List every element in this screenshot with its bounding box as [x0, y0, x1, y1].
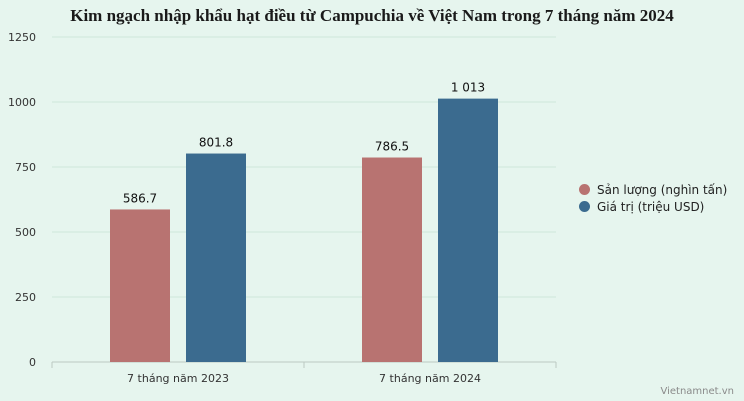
- y-tick-label: 1000: [8, 96, 36, 109]
- watermark: Vietnamnet.vn: [660, 386, 734, 397]
- y-tick-label: 750: [15, 161, 36, 174]
- y-tick-label: 1250: [8, 31, 36, 44]
- legend-item-gia-tri[interactable]: Giá trị (triệu USD): [579, 198, 727, 215]
- legend-marker-san-luong: [579, 184, 590, 195]
- legend-label-san-luong: Sản lượng (nghìn tấn): [597, 182, 728, 197]
- bar: [186, 153, 246, 362]
- y-tick-label: 250: [15, 291, 36, 304]
- chart-title: Kim ngạch nhập khẩu hạt điều từ Campuchi…: [70, 6, 674, 25]
- data-labels: 586.7 801.8 786.5 1 013: [123, 81, 485, 206]
- axes: 0 250 500 750 1000 1250 7 tháng năm 2023 7 thán…: [8, 31, 557, 385]
- x-tick-label: 7 tháng năm 2023: [127, 372, 229, 385]
- bars: [110, 98, 498, 363]
- data-label: 1 013: [451, 81, 485, 95]
- bar: [110, 209, 170, 362]
- y-tick-label: 500: [15, 226, 36, 239]
- data-label: 801.8: [199, 136, 233, 150]
- bar: [438, 98, 498, 363]
- y-tick-label: 0: [29, 356, 36, 369]
- legend-label-gia-tri: Giá trị (triệu USD): [597, 199, 705, 214]
- bar: [362, 157, 422, 362]
- x-tick-label: 7 tháng năm 2024: [379, 372, 481, 385]
- data-label: 786.5: [375, 140, 409, 154]
- legend-item-san-luong[interactable]: Sản lượng (nghìn tấn): [579, 181, 727, 198]
- data-label: 586.7: [123, 191, 157, 205]
- legend-marker-gia-tri: [579, 201, 590, 212]
- legend: Sản lượng (nghìn tấn) Giá trị (triệu USD…: [579, 181, 727, 215]
